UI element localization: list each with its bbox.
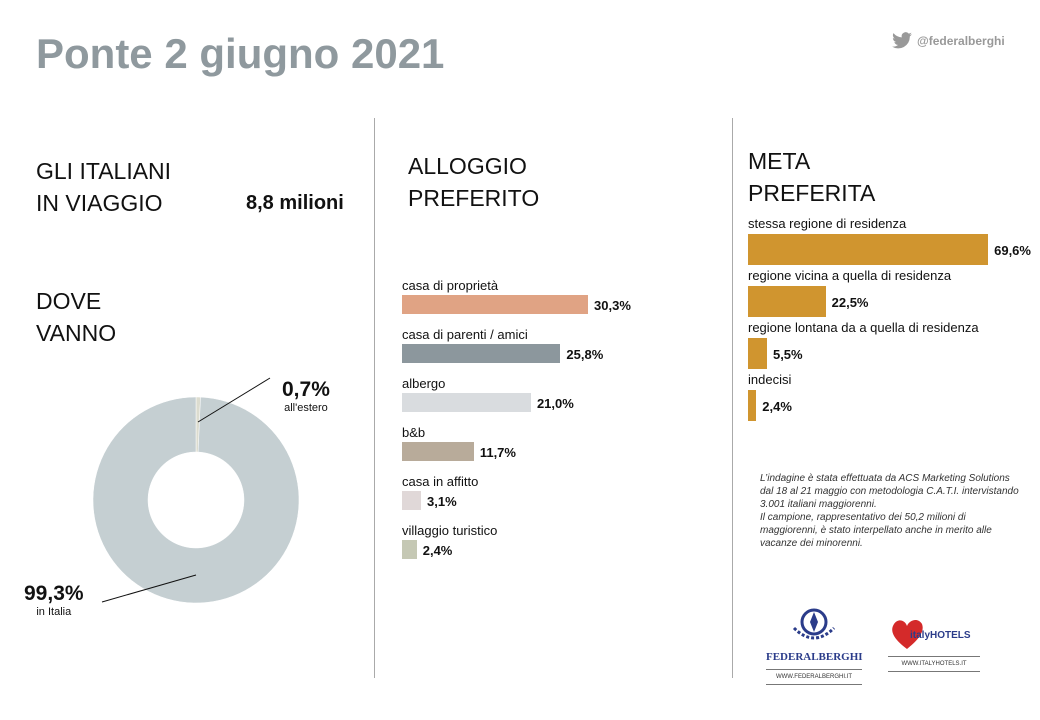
bar-value-label: 2,4% [762,399,792,414]
abroad-caption: all'estero [284,402,328,414]
travel-heading: GLI ITALIANI IN VIAGGIO [36,155,171,219]
bar-category-label: casa di proprietà [402,278,499,293]
bar-value-label: 2,4% [422,543,453,558]
twitter-handle-text: @federalberghi [917,34,1005,48]
federalberghi-emblem-icon [792,608,836,640]
bar [402,344,561,363]
federalberghi-name: FEDERALBERGHI [766,651,863,663]
italyhotels-url[interactable]: WWW.ITALYHOTELS.IT [888,656,980,672]
bar-category-label: albergo [402,376,446,391]
accommodation-heading-line: ALLOGGIO [408,153,527,179]
donut-slice [92,396,300,604]
meta-heading-line: META [748,148,811,174]
bar [748,338,767,369]
abroad-value: 0,7% [282,378,330,401]
bar-value-label: 5,5% [772,347,803,362]
bar [402,295,589,314]
bar [402,393,531,412]
bar [748,234,989,265]
bar-value-label: 30,3% [594,298,631,313]
bar-value-label: 25,8% [566,347,604,362]
bar-category-label: casa di parenti / amici [402,327,528,342]
twitter-handle[interactable]: @federalberghi [890,32,1005,50]
meta-heading: META PREFERITA [748,145,875,209]
accommodation-heading: ALLOGGIO PREFERITO [408,150,539,214]
italy-value: 99,3% [24,582,84,605]
methodology-note: L’indagine è stata effettuata da ACS Mar… [760,472,1020,550]
bar-value-label: 21,0% [536,396,574,411]
federalberghi-url[interactable]: WWW.FEDERALBERGHI.IT [766,669,862,685]
bar-value-label: 22,5% [831,295,869,310]
note-paragraph: L’indagine è stata effettuata da ACS Mar… [760,473,1019,510]
accommodation-heading-line: PREFERITO [408,185,540,211]
italy-label: 99,3% in Italia [24,582,84,618]
bar-category-label: regione lontana da a quella di residenza [748,320,979,335]
leader-line-italy [101,574,197,603]
bar [748,286,826,317]
divider [732,118,733,678]
bar [402,442,474,461]
destination-heading-line: VANNO [36,320,117,346]
divider [374,118,375,678]
bar-value-label: 3,1% [427,494,457,509]
federalberghi-logo[interactable]: FEDERALBERGHI WWW.FEDERALBERGHI.IT [766,598,863,685]
travel-heading-line: GLI ITALIANI [36,158,172,184]
bar-category-label: casa in affitto [402,474,479,489]
italyhotels-name: italyHOTELS [910,630,971,641]
abroad-label: 0,7% all'estero [282,378,330,414]
travel-value: 8,8 milioni [246,192,344,214]
bar-category-label: indecisi [748,372,792,387]
bar [402,491,422,510]
italyhotels-logo[interactable]: italyHOTELS WWW.ITALYHOTELS.IT [888,618,980,672]
bar [402,540,417,559]
meta-heading-line: PREFERITA [748,180,876,206]
bar-category-label: regione vicina a quella di residenza [748,268,952,283]
bar-value-label: 11,7% [479,445,516,460]
twitter-bird-icon [892,32,912,49]
travel-heading-line: IN VIAGGIO [36,190,163,216]
heart-icon [892,619,923,649]
note-paragraph: Il campione, rappresentativo dei 50,2 mi… [760,512,992,549]
destination-heading: DOVE VANNO [36,285,116,349]
bar-category-label: stessa regione di residenza [748,216,907,231]
bar-category-label: villaggio turistico [402,523,498,538]
destination-heading-line: DOVE [36,288,102,314]
bar [748,390,757,421]
bar-category-label: b&b [402,425,426,440]
bar-value-label: 69,6% [994,243,1031,258]
leader-line-abroad [197,377,271,423]
page-title: Ponte 2 giugno 2021 [36,30,445,77]
donut-chart [92,377,300,604]
italy-caption: in Italia [36,606,72,618]
